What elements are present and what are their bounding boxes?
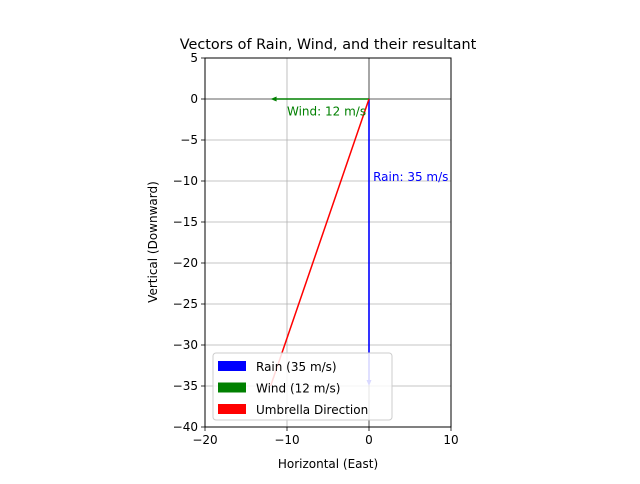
y-tick-label: −20 [173, 256, 198, 270]
legend-box [212, 352, 393, 421]
y-tick-label: 5 [190, 51, 198, 65]
annotations: Rain: 35 m/s Wind: 12 m/s [287, 104, 448, 184]
x-tick-label: 0 [365, 433, 373, 447]
legend-swatch [218, 404, 246, 414]
vector-marks [269, 96, 372, 387]
annotation-wind: Wind: 12 m/s [287, 104, 366, 118]
y-tick-label: −35 [173, 379, 198, 393]
plot-frame [204, 57, 452, 428]
legend-swatch [218, 361, 246, 371]
x-axis-ticks: −20 −10 0 10 [192, 427, 459, 447]
y-tick-label: −10 [173, 174, 198, 188]
vector-umbrella-direction [269, 98, 370, 387]
x-tick-label: −20 [192, 433, 217, 447]
y-tick-label: −25 [173, 297, 198, 311]
legend-swatch [218, 382, 246, 393]
y-axis-label: Vertical (Downward) [146, 181, 160, 303]
legend-label: Wind (12 m/s) [256, 382, 340, 396]
y-tick-label: −40 [173, 420, 198, 434]
y-tick-label: −15 [173, 215, 198, 229]
legend: Rain (35 m/s) Wind (12 m/s) Umbrella Direc… [212, 352, 393, 421]
x-tick-label: −10 [274, 433, 299, 447]
x-axis-label: Horizontal (East) [278, 457, 378, 471]
y-axis-ticks: 5 0 −5 −10 −15 −20 −25 −30 −35 −40 [173, 51, 205, 434]
chart-title: Vectors of Rain, Wind, and their resulta… [180, 37, 477, 53]
y-tick-label: −30 [173, 338, 198, 352]
legend-label: Umbrella Direction [256, 403, 368, 417]
y-tick-label: −5 [180, 133, 198, 147]
vector-head-wind-12-m-s [270, 96, 277, 102]
annotation-rain: Rain: 35 m/s [373, 170, 448, 184]
y-tick-label: 0 [190, 92, 198, 106]
legend-label: Rain (35 m/s) [256, 360, 337, 374]
x-tick-label: 10 [443, 433, 458, 447]
